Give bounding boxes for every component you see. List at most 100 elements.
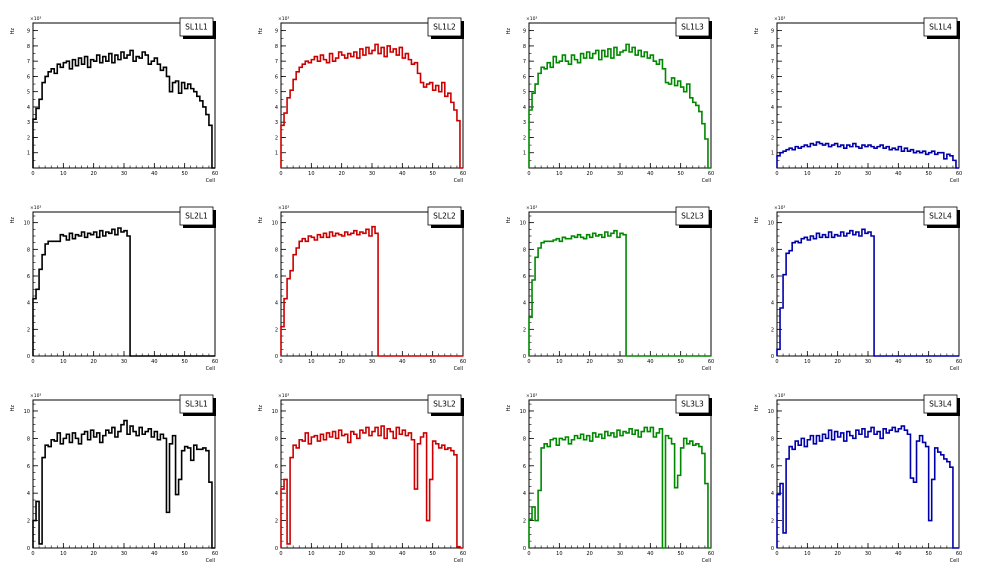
- y-scale-label: ×10³: [774, 16, 785, 22]
- y-axis-label: Hz: [258, 217, 264, 224]
- y-tick-label: 6: [27, 274, 30, 280]
- x-tick-label: 60: [708, 551, 714, 557]
- y-tick-label: 2: [523, 135, 526, 141]
- y-tick-label: 5: [771, 90, 774, 96]
- x-axis-label: Cell: [950, 558, 959, 564]
- histogram-panel: 0 2 4 6 8 10 0 10 20 30 40 50 60 Hz Cell ×10³ SL2L1: [10, 205, 218, 372]
- title-box: [675, 17, 710, 37]
- y-tick-label: 6: [523, 74, 526, 80]
- histogram-series: [528, 43, 711, 169]
- histogram-series: [280, 225, 463, 357]
- y-tick-label: 0: [523, 546, 526, 552]
- y-tick-label: 8: [523, 44, 526, 50]
- y-tick-label: 4: [771, 105, 774, 111]
- histogram-panel: 1 2 3 4 5 6 7 8 9 0 10 20 30 40 50 60 Hz Cell ×10³ SL1L4: [754, 16, 962, 184]
- x-tick-label: 60: [460, 551, 466, 557]
- y-tick-label: 4: [275, 491, 278, 497]
- plot-frame: [776, 399, 960, 549]
- y-tick-label: 8: [27, 436, 30, 442]
- y-scale-label: ×10³: [774, 205, 785, 211]
- y-tick-label: 1: [771, 151, 774, 157]
- x-axis-label: Cell: [702, 178, 711, 184]
- chart-title: SL2L2: [433, 212, 456, 221]
- x-tick-label: 20: [90, 171, 96, 177]
- chart-title: SL1L1: [185, 23, 208, 32]
- x-axis-label: Cell: [206, 558, 215, 564]
- chart-title: SL3L3: [681, 400, 704, 409]
- plot-frame: [280, 399, 464, 549]
- y-tick-label: 6: [523, 464, 526, 470]
- y-tick-label: 9: [275, 29, 278, 35]
- x-tick-label: 40: [399, 359, 405, 365]
- y-tick-label: 8: [771, 44, 774, 50]
- chart-title: SL2L3: [681, 212, 704, 221]
- x-tick-label: 30: [121, 171, 127, 177]
- histogram-series: [776, 141, 959, 169]
- y-tick-label: 2: [27, 327, 30, 333]
- x-tick-label: 10: [556, 551, 562, 557]
- x-tick-label: 60: [212, 171, 218, 177]
- x-tick-label: 10: [804, 171, 810, 177]
- histogram-panel: 0 2 4 6 8 10 0 10 20 30 40 50 60 Hz Cell ×10³ SL2L3: [506, 205, 714, 372]
- x-tick-label: 10: [804, 359, 810, 365]
- y-tick-label: 6: [27, 74, 30, 80]
- y-scale-label: ×10³: [526, 16, 537, 22]
- x-tick-label: 10: [804, 551, 810, 557]
- x-tick-label: 30: [369, 551, 375, 557]
- title-box: [427, 206, 462, 226]
- x-tick-label: 50: [181, 171, 187, 177]
- y-tick-label: 4: [523, 491, 526, 497]
- y-tick-label: 0: [275, 354, 278, 360]
- y-axis-label: Hz: [258, 28, 264, 35]
- x-tick-label: 60: [708, 359, 714, 365]
- x-tick-label: 20: [834, 171, 840, 177]
- x-axis-label: Cell: [454, 366, 463, 372]
- y-tick-label: 6: [771, 274, 774, 280]
- y-tick-label: 8: [771, 247, 774, 253]
- x-tick-label: 0: [775, 171, 778, 177]
- title-box: [427, 394, 462, 414]
- y-tick-label: 8: [275, 247, 278, 253]
- y-axis-label: Hz: [754, 405, 760, 412]
- x-tick-label: 20: [586, 551, 592, 557]
- plot-frame: [32, 211, 216, 357]
- histogram-panel: 1 2 3 4 5 6 7 8 9 0 10 20 30 40 50 60 Hz Cell ×10³ SL1L3: [506, 16, 714, 184]
- histogram-series: [776, 425, 959, 549]
- y-tick-label: 2: [523, 519, 526, 525]
- x-tick-label: 30: [369, 171, 375, 177]
- histogram-series: [528, 229, 711, 357]
- x-tick-label: 0: [31, 171, 34, 177]
- histogram-series: [32, 49, 215, 169]
- x-tick-label: 30: [617, 551, 623, 557]
- y-tick-label: 2: [275, 327, 278, 333]
- y-axis-label: Hz: [10, 217, 16, 224]
- x-tick-label: 60: [708, 171, 714, 177]
- title-box: [179, 17, 214, 37]
- y-tick-label: 9: [523, 29, 526, 35]
- y-tick-label: 0: [27, 546, 30, 552]
- y-scale-label: ×10³: [30, 205, 41, 211]
- x-tick-label: 40: [647, 551, 653, 557]
- y-tick-label: 8: [523, 436, 526, 442]
- x-tick-label: 10: [556, 359, 562, 365]
- y-tick-label: 2: [771, 519, 774, 525]
- y-tick-label: 1: [275, 151, 278, 157]
- y-scale-label: ×10³: [278, 393, 289, 399]
- x-tick-label: 20: [834, 359, 840, 365]
- x-tick-label: 40: [895, 171, 901, 177]
- histogram-series: [32, 227, 215, 357]
- x-tick-label: 30: [617, 171, 623, 177]
- title-box: [923, 394, 958, 414]
- histogram-series: [280, 425, 463, 549]
- title-box: [675, 206, 710, 226]
- y-tick-label: 10: [768, 221, 774, 227]
- x-tick-label: 30: [369, 359, 375, 365]
- x-tick-label: 0: [775, 359, 778, 365]
- chart-title: SL1L2: [433, 23, 456, 32]
- x-axis-label: Cell: [454, 558, 463, 564]
- y-tick-label: 4: [275, 105, 278, 111]
- y-tick-label: 8: [27, 44, 30, 50]
- histogram-panel: 1 2 3 4 5 6 7 8 9 0 10 20 30 40 50 60 Hz Cell ×10³ SL1L1: [10, 16, 218, 184]
- y-tick-label: 10: [272, 221, 278, 227]
